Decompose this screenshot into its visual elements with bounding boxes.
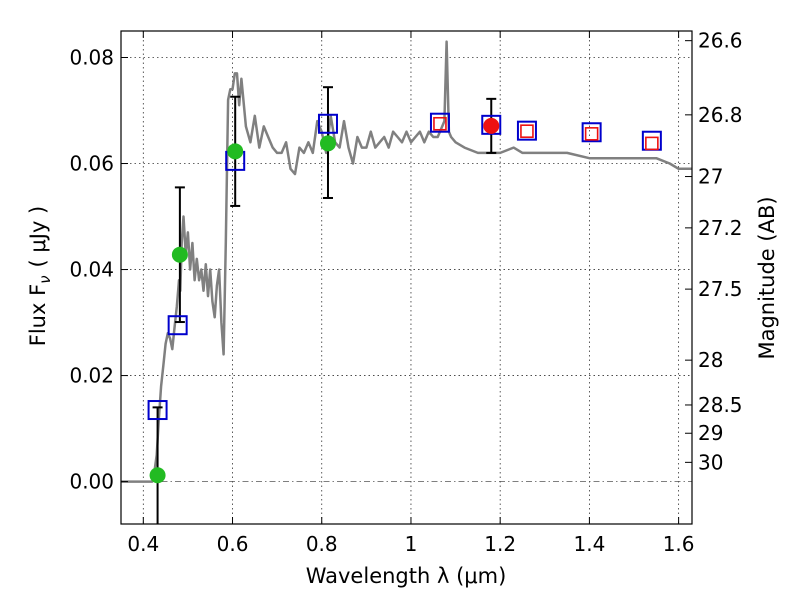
right-tick-label: 27.5 [698, 277, 743, 301]
right-tick-label: 26.8 [698, 103, 743, 127]
grid-lines [121, 31, 692, 524]
y-axis-label-group: Flux Fν ( μJy ) [26, 206, 54, 347]
detection-marker [645, 136, 659, 151]
detection-marker [483, 117, 500, 134]
right-tick-label: 26.6 [698, 29, 743, 53]
model-square-marker [581, 122, 602, 143]
y-tick-label: 0.08 [69, 46, 114, 70]
y-axis-left: 0.00 0.02 0.04 0.06 0.08 [69, 46, 128, 494]
x-tick-label: 1.4 [573, 532, 605, 556]
detection-marker [433, 116, 447, 131]
right-tick-label: 28.5 [698, 393, 743, 417]
right-tick-label: 30 [698, 450, 723, 474]
right-axis-label-group: Magnitude (AB) [755, 196, 779, 359]
model-square-marker [516, 120, 537, 141]
x-tick-label: 1.6 [663, 532, 695, 556]
detection-marker [319, 135, 336, 152]
x-axis: 0.4 0.6 0.8 1 1.2 1.4 1.6 [127, 31, 695, 556]
y-tick-label: 0.00 [69, 470, 114, 494]
x-tick-label: 0.6 [217, 532, 249, 556]
model-square-marker [147, 400, 168, 421]
right-tick-label: 27.2 [698, 216, 743, 240]
x-tick-label: 0.8 [306, 532, 338, 556]
plot-area [121, 40, 692, 524]
x-tick-label: 1.2 [484, 532, 516, 556]
right-tick-label: 27 [698, 165, 723, 189]
x-tick-label: 0.4 [127, 532, 159, 556]
y-axis-label-main: Flux F [26, 284, 50, 346]
right-tick-label: 28 [698, 348, 723, 372]
model-square-marker [317, 113, 338, 134]
y-tick-label: 0.02 [69, 364, 114, 388]
y-axis-label-unit: ( μJy ) [26, 206, 50, 268]
right-axis-label: Magnitude (AB) [755, 196, 779, 359]
right-tick-label: 29 [698, 421, 723, 445]
y-axis-label-subscript: ν [36, 275, 54, 283]
detection-marker [584, 127, 599, 141]
y-axis-right-magnitude: 26.6 26.8 27 27.2 27.5 28 28.5 29 30 [685, 29, 743, 474]
y-tick-label: 0.04 [69, 258, 114, 282]
x-tick-label: 1 [405, 532, 418, 556]
plot-frame [120, 30, 693, 525]
model-square-marker [167, 315, 188, 336]
detection-marker [149, 467, 166, 484]
detection-marker [520, 124, 534, 138]
y-tick-label: 0.06 [69, 152, 114, 176]
y-axis-label: Flux Fν ( μJy ) [26, 206, 54, 347]
model-square-marker [429, 112, 450, 133]
detection-marker [171, 246, 188, 263]
x-axis-label: Wavelength λ (μm) [306, 564, 507, 588]
detection-marker [227, 143, 244, 160]
spectrum-line [121, 40, 692, 483]
